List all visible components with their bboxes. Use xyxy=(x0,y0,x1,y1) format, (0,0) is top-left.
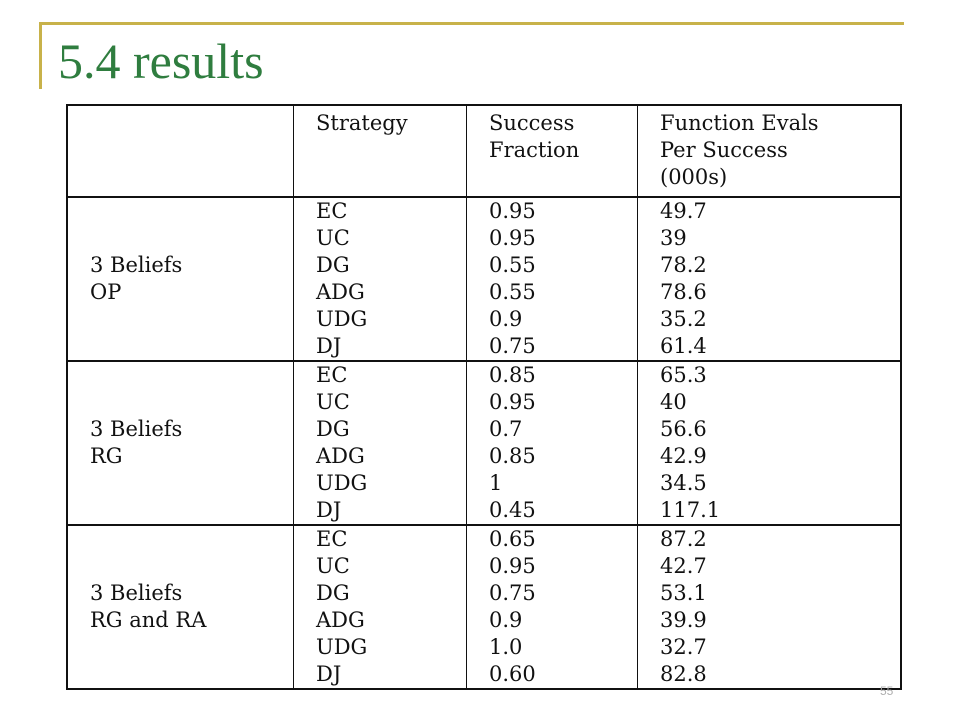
cell-strategy: UDG xyxy=(293,634,467,661)
cell-success-fraction: 0.95 xyxy=(466,389,638,416)
table-row: DG 0.55 78.2 xyxy=(67,252,902,279)
table-header-row: Strategy Success Fraction Function Evals… xyxy=(66,105,902,198)
cell-function-evals: 34.5 xyxy=(637,470,902,497)
cell-strategy: UC xyxy=(293,389,467,416)
table-row: DJ 0.45 117.1 xyxy=(67,497,902,525)
cell-success-fraction: 0.60 xyxy=(466,661,638,689)
cell-strategy: DG xyxy=(293,580,467,607)
table-row: DJ 0.60 82.8 xyxy=(67,661,902,689)
group-label-line: OP xyxy=(90,280,122,304)
title-accent-horizontal-rule xyxy=(39,22,904,25)
cell-strategy: ADG xyxy=(293,279,467,306)
cell-strategy: DJ xyxy=(293,497,467,525)
cell-function-evals: 39.9 xyxy=(637,607,902,634)
group-label-line: 3 Beliefs xyxy=(90,253,183,277)
header-success-fraction-line: Success xyxy=(489,111,575,135)
cell-strategy: ADG xyxy=(293,443,467,470)
cell-strategy: DG xyxy=(293,252,467,279)
table-row: UDG 1.0 32.7 xyxy=(67,634,902,661)
cell-success-fraction: 0.7 xyxy=(466,416,638,443)
cell-success-fraction: 1 xyxy=(466,470,638,497)
cell-function-evals: 87.2 xyxy=(637,524,902,553)
cell-strategy: DG xyxy=(293,416,467,443)
cell-strategy: EC xyxy=(293,196,467,225)
table-row: UDG 0.9 35.2 xyxy=(67,306,902,333)
cell-success-fraction: 0.95 xyxy=(466,196,638,225)
cell-success-fraction: 0.9 xyxy=(466,306,638,333)
cell-success-fraction: 0.65 xyxy=(466,524,638,553)
cell-function-evals: 78.2 xyxy=(637,252,902,279)
group-label: 3 Beliefs OP xyxy=(66,196,294,361)
cell-strategy: DJ xyxy=(293,661,467,689)
cell-function-evals: 65.3 xyxy=(637,360,902,389)
cell-strategy: UC xyxy=(293,225,467,252)
group-label-line: 3 Beliefs xyxy=(90,581,183,605)
cell-success-fraction: 0.95 xyxy=(466,225,638,252)
table-row: UC 0.95 40 xyxy=(67,389,902,416)
cell-success-fraction: 0.55 xyxy=(466,279,638,306)
header-group xyxy=(66,105,294,198)
cell-strategy: DJ xyxy=(293,333,467,361)
cell-strategy: UC xyxy=(293,553,467,580)
table-body: 3 Beliefs OP EC 0.95 49.7 UC 0.95 39 DG 0.55 78.2 A… xyxy=(66,196,902,689)
group-label-line: 3 Beliefs xyxy=(90,417,183,441)
cell-success-fraction: 0.75 xyxy=(466,580,638,607)
table-row: ADG 0.9 39.9 xyxy=(67,607,902,634)
header-success-fraction: Success Fraction xyxy=(466,105,638,198)
cell-success-fraction: 0.55 xyxy=(466,252,638,279)
cell-function-evals: 82.8 xyxy=(637,661,902,689)
slide-title: 5.4 results xyxy=(58,33,264,89)
cell-function-evals: 49.7 xyxy=(637,196,902,225)
table-row: UDG 1 34.5 xyxy=(67,470,902,497)
cell-function-evals: 117.1 xyxy=(637,497,902,525)
table-row: UC 0.95 39 xyxy=(67,225,902,252)
cell-success-fraction: 0.95 xyxy=(466,553,638,580)
cell-success-fraction: 0.85 xyxy=(466,360,638,389)
group-label: 3 Beliefs RG xyxy=(66,360,294,525)
cell-strategy: UDG xyxy=(293,470,467,497)
cell-function-evals: 78.6 xyxy=(637,279,902,306)
header-function-evals-line: (000s) xyxy=(660,165,728,189)
cell-strategy: ADG xyxy=(293,607,467,634)
cell-function-evals: 40 xyxy=(637,389,902,416)
group-label-line: RG and RA xyxy=(90,608,207,632)
cell-success-fraction: 0.75 xyxy=(466,333,638,361)
cell-strategy: UDG xyxy=(293,306,467,333)
cell-success-fraction: 0.9 xyxy=(466,607,638,634)
table-row: 3 Beliefs RG and RA EC 0.65 87.2 xyxy=(66,524,902,689)
table-row: DG 0.75 53.1 xyxy=(67,580,902,607)
page-number: 55 xyxy=(880,684,894,698)
header-function-evals-line: Per Success xyxy=(660,138,788,162)
table-row: UC 0.95 42.7 xyxy=(67,553,902,580)
group-label: 3 Beliefs RG and RA xyxy=(66,524,294,689)
cell-function-evals: 35.2 xyxy=(637,306,902,333)
header-function-evals-line: Function Evals xyxy=(660,111,819,135)
title-accent-vertical-rule xyxy=(39,22,42,89)
table-row: DJ 0.75 61.4 xyxy=(67,333,902,361)
cell-success-fraction: 0.85 xyxy=(466,443,638,470)
cell-function-evals: 42.7 xyxy=(637,553,902,580)
results-table: Strategy Success Fraction Function Evals… xyxy=(66,104,902,690)
cell-function-evals: 56.6 xyxy=(637,416,902,443)
cell-function-evals: 42.9 xyxy=(637,443,902,470)
table-row: ADG 0.85 42.9 xyxy=(67,443,902,470)
group-label-line: RG xyxy=(90,444,123,468)
cell-strategy: EC xyxy=(293,524,467,553)
cell-strategy: EC xyxy=(293,360,467,389)
cell-function-evals: 61.4 xyxy=(637,333,902,361)
cell-success-fraction: 0.45 xyxy=(466,497,638,525)
table-row: 3 Beliefs RG EC 0.85 65.3 xyxy=(66,360,902,525)
cell-function-evals: 39 xyxy=(637,225,902,252)
cell-function-evals: 32.7 xyxy=(637,634,902,661)
cell-success-fraction: 1.0 xyxy=(466,634,638,661)
table-row: DG 0.7 56.6 xyxy=(67,416,902,443)
header-function-evals: Function Evals Per Success (000s) xyxy=(637,105,902,198)
table-row: 3 Beliefs OP EC 0.95 49.7 xyxy=(66,196,902,361)
cell-function-evals: 53.1 xyxy=(637,580,902,607)
table-row: ADG 0.55 78.6 xyxy=(67,279,902,306)
header-success-fraction-line: Fraction xyxy=(489,138,580,162)
header-strategy: Strategy xyxy=(293,105,467,198)
